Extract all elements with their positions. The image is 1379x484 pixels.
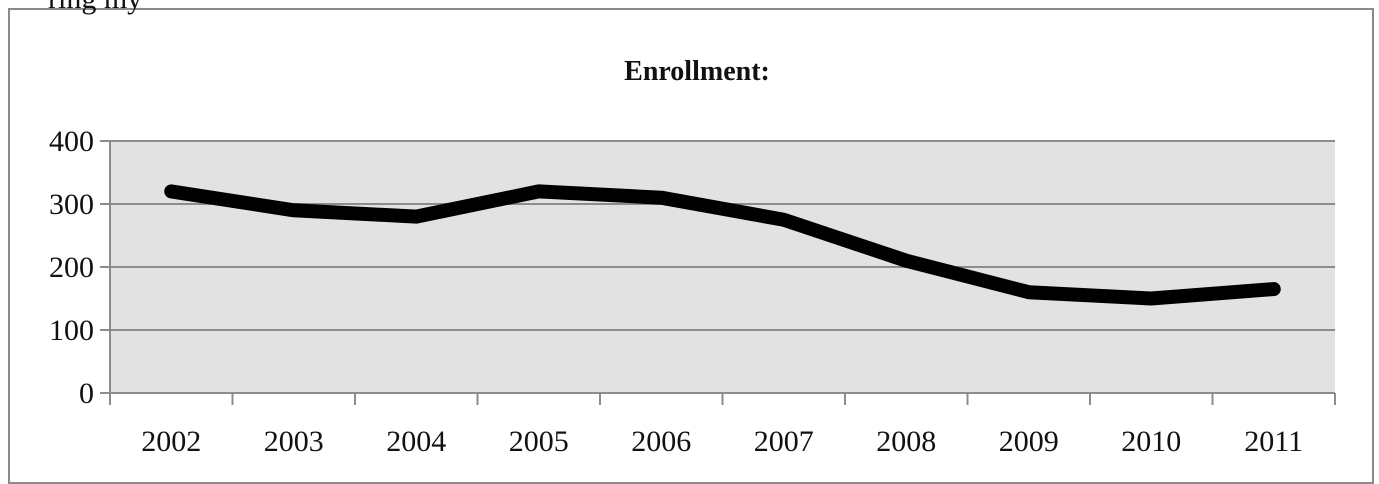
x-tick-label: 2010 [1121, 425, 1181, 458]
x-tick-label: 2005 [509, 425, 569, 458]
x-tick-label: 2007 [754, 425, 814, 458]
data-point [905, 259, 908, 262]
data-point [1027, 291, 1030, 294]
axes [100, 140, 1336, 405]
x-tick-label: 2002 [141, 425, 201, 458]
data-point [660, 196, 663, 199]
data-point [782, 218, 785, 221]
enrollment-series-line [164, 184, 1281, 306]
x-tick-label: 2011 [1244, 425, 1303, 458]
clipped-top-text: ring my [48, 0, 142, 15]
x-tick-label: 2008 [876, 425, 936, 458]
y-tick-label: 400 [49, 125, 94, 158]
x-tick-label: 2006 [631, 425, 691, 458]
chart-title: Enrollment: [624, 56, 770, 87]
data-point [537, 190, 540, 193]
y-tick-label: 100 [49, 314, 94, 347]
y-tick-label: 300 [49, 188, 94, 221]
data-point [415, 215, 418, 218]
y-tick-label: 0 [79, 377, 94, 410]
x-tick-label: 2004 [386, 425, 446, 458]
tick-labels: 0 100 200 300 400 2002 2003 2004 2005 2006 2007 200… [49, 125, 1303, 458]
y-tick-label: 200 [49, 251, 94, 284]
data-point [1150, 297, 1153, 300]
data-point [170, 190, 173, 193]
data-point [292, 209, 295, 212]
series-layer [164, 184, 1281, 306]
x-tick-label: 2009 [999, 425, 1059, 458]
data-point [1272, 288, 1275, 291]
x-tick-label: 2003 [264, 425, 324, 458]
